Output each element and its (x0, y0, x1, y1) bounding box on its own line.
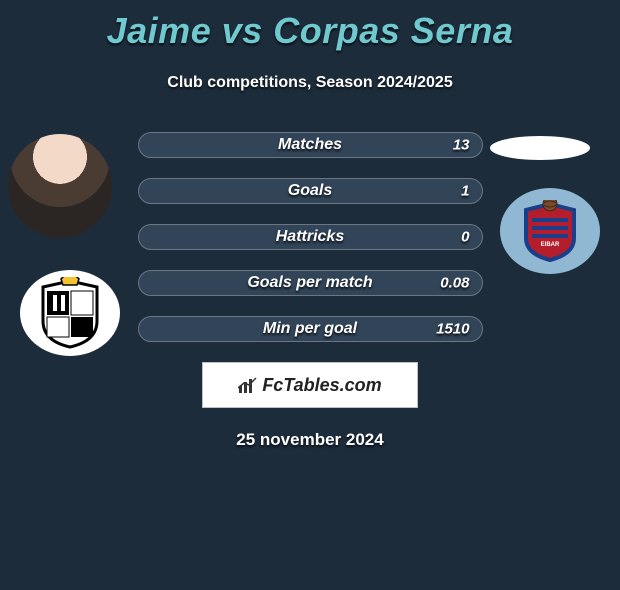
stat-value: 0 (461, 229, 469, 246)
page-title: Jaime vs Corpas Serna (0, 10, 620, 52)
shield-icon: EIBAR (522, 200, 578, 262)
player-photo-right (490, 136, 590, 160)
stat-value: 0.08 (440, 275, 469, 292)
stat-value: 1510 (436, 321, 469, 338)
stat-label: Min per goal (263, 320, 357, 338)
subtitle: Club competitions, Season 2024/2025 (0, 74, 620, 92)
player-photo-left (8, 134, 112, 238)
club-badge-right: EIBAR (500, 188, 600, 274)
svg-text:EIBAR: EIBAR (541, 242, 560, 248)
club-badge-left (20, 270, 120, 356)
stat-label: Goals (288, 182, 332, 200)
stat-row-goals-per-match: Goals per match 0.08 (138, 270, 483, 296)
stat-label: Hattricks (276, 228, 344, 246)
stat-row-goals: Goals 1 (138, 178, 483, 204)
brand-badge: FcTables.com (202, 362, 418, 408)
brand-label: FcTables.com (262, 375, 381, 396)
date-label: 25 november 2024 (0, 430, 620, 450)
stat-label: Matches (278, 136, 342, 154)
shield-icon (37, 277, 103, 349)
stat-row-min-per-goal: Min per goal 1510 (138, 316, 483, 342)
stat-value: 1 (461, 183, 469, 200)
stat-row-matches: Matches 13 (138, 132, 483, 158)
stat-label: Goals per match (247, 274, 372, 292)
stat-value: 13 (453, 137, 470, 154)
stat-row-hattricks: Hattricks 0 (138, 224, 483, 250)
bar-chart-icon (238, 376, 258, 394)
